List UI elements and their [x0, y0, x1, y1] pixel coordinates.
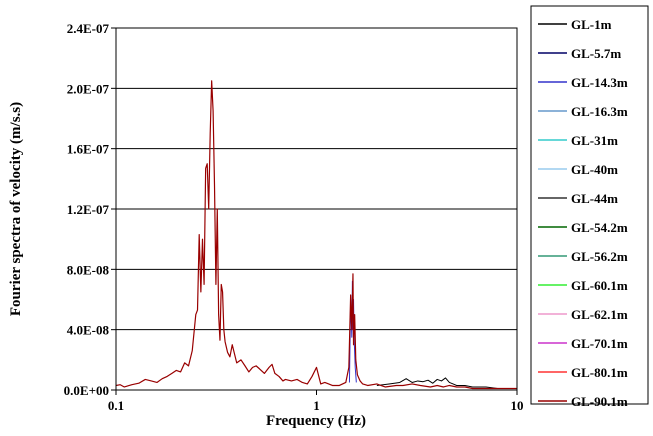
x-tick-label: 0.1 [108, 398, 124, 413]
legend-entry-label: GL-16.3m [571, 104, 628, 119]
legend-entry-label: GL-80.1m [571, 365, 628, 380]
legend-entry-label: GL-54.2m [571, 220, 628, 235]
legend-entry-label: GL-40m [571, 162, 618, 177]
legend-entry-label: GL-14.3m [571, 75, 628, 90]
legend-entry-label: GL-1m [571, 17, 612, 32]
x-tick-label: 10 [511, 398, 524, 413]
y-axis-label: Fourier spectra of velocity (m/s.s) [8, 102, 24, 316]
legend-entry-label: GL-44m [571, 191, 618, 206]
legend-items: GL-1m GL-5.7m GL-14.3m GL-16.3m GL-31m GL-40m… [538, 17, 628, 409]
legend-entry-label: GL-31m [571, 133, 618, 148]
y-tick-label: 2.0E-07 [67, 81, 110, 96]
legend: GL-1m GL-5.7m GL-14.3m GL-16.3m GL-31m GL-40m… [530, 5, 649, 409]
legend-entry-label: GL-70.1m [571, 336, 628, 351]
data-curves [115, 80, 517, 390]
legend-box [530, 5, 649, 405]
legend-entry-label: GL-60.1m [571, 278, 628, 293]
legend-entry-label: GL-90.1m [571, 394, 628, 409]
x-axis-ticks: 0.1 1 10 [108, 390, 524, 413]
y-tick-label: 4.0E-08 [67, 323, 110, 338]
series-line-gl-1m [376, 377, 517, 389]
y-tick-label: 8.0E-08 [67, 262, 110, 277]
y-tick-label: 1.6E-07 [67, 142, 110, 157]
x-axis-label: Frequency (Hz) [266, 413, 366, 429]
y-tick-label: 2.4E-07 [67, 21, 110, 36]
y-axis-ticks: 0.0E+00 4.0E-08 8.0E-08 1.2E-07 1.6E-07 2.0E-… [64, 21, 116, 398]
legend-entry-label: GL-5.7m [571, 46, 621, 61]
x-tick-label: 1 [313, 398, 320, 413]
y-tick-label: 0.0E+00 [64, 383, 109, 398]
legend-entry-label: GL-56.2m [571, 249, 628, 264]
legend-entry-label: GL-62.1m [571, 307, 628, 322]
series-line-dominant [115, 80, 517, 390]
y-tick-label: 1.2E-07 [67, 202, 110, 217]
